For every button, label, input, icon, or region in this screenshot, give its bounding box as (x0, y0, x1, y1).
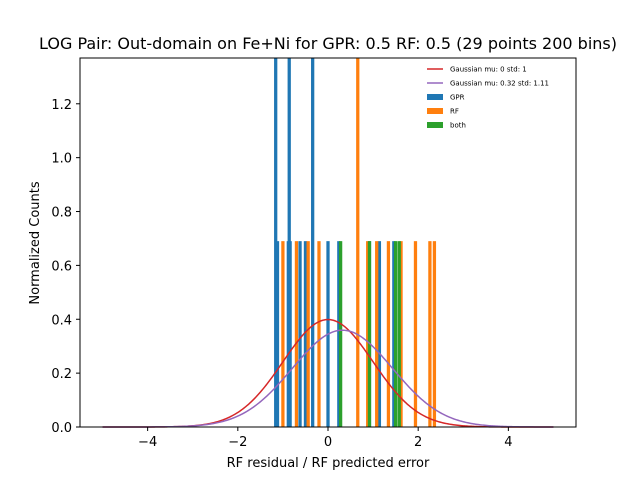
bar-both-2 (394, 241, 398, 427)
legend-swatch (427, 108, 443, 114)
legend-label: RF (450, 108, 459, 116)
y-tick-label: 0.0 (51, 421, 72, 436)
bar-rf-0 (281, 241, 285, 427)
bar-rf-1 (294, 241, 299, 427)
bar-gpr-7 (311, 58, 315, 427)
bar-rf-4 (356, 58, 360, 427)
bar-rf-5 (366, 241, 370, 427)
x-tick-label: 2 (414, 435, 422, 450)
bar-both-0 (338, 241, 343, 427)
x-axis-label: RF residual / RF predicted error (227, 456, 430, 471)
chart-title: LOG Pair: Out-domain on Fe+Ni for GPR: 0… (39, 34, 617, 53)
legend-label: GPR (450, 94, 465, 102)
bar-gpr-0 (274, 58, 278, 427)
legend: Gaussian mu: 0 std: 1 Gaussian mu: 0.32 s… (427, 66, 549, 130)
bar-gpr-9 (337, 241, 341, 427)
legend-swatch (427, 122, 443, 128)
y-tick-label: 0.6 (51, 259, 72, 274)
bar-rf-7 (386, 241, 391, 427)
bar-rf-8 (399, 241, 403, 427)
bar-gpr-6 (303, 241, 308, 427)
bar-gpr-5 (298, 241, 302, 427)
legend-label: Gaussian mu: 0.32 std: 1.11 (450, 80, 549, 88)
bar-gpr-4 (288, 241, 292, 427)
bar-rf-11 (432, 241, 437, 427)
x-tick-label: −4 (138, 435, 157, 450)
bar-gpr-1 (275, 241, 280, 427)
y-axis: 0.0 0.2 0.4 0.6 0.8 1.0 1.2 (51, 98, 80, 436)
x-axis: −4 −2 0 2 4 (138, 427, 513, 450)
bar-both-1 (367, 241, 372, 427)
y-tick-label: 0.4 (51, 313, 72, 328)
y-tick-label: 1.0 (51, 152, 72, 167)
y-axis-label: Normalized Counts (28, 181, 43, 304)
y-tick-label: 0.8 (51, 206, 72, 221)
bar-rf-9 (413, 241, 418, 427)
y-tick-label: 1.2 (51, 98, 72, 113)
bar-gpr-12 (392, 241, 396, 427)
bar-both-3 (397, 241, 401, 427)
bar-rf-6 (375, 241, 379, 427)
legend-label: Gaussian mu: 0 std: 1 (450, 66, 527, 74)
x-tick-label: 4 (504, 435, 512, 450)
legend-swatch (427, 94, 443, 100)
plot-frame (79, 57, 577, 428)
bar-rf-2 (306, 241, 310, 427)
x-tick-label: −2 (228, 435, 247, 450)
y-tick-label: 0.2 (51, 367, 72, 382)
x-tick-label: 0 (324, 435, 332, 450)
bar-rf-10 (428, 241, 432, 427)
bar-gpr-11 (377, 241, 382, 427)
legend-label: both (450, 122, 466, 130)
bar-rf-3 (317, 241, 321, 427)
